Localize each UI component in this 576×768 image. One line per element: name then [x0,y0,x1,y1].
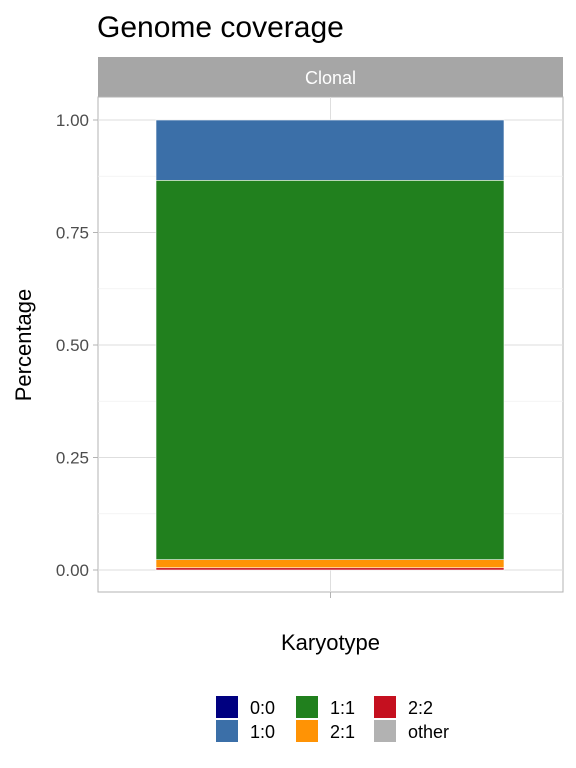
legend-label: 2:1 [330,722,355,742]
bar-segment-2-1 [155,559,505,569]
legend-key-other [374,720,396,742]
x-axis-title: Karyotype [281,630,380,655]
plot-panel [97,96,564,593]
legend-key-0-0 [216,696,238,718]
y-tick-label: 0.75 [56,224,89,243]
facet-strip [98,57,563,97]
legend-label: 1:1 [330,698,355,718]
facet-label: Clonal [305,68,356,88]
y-axis-title: Percentage [11,289,36,402]
legend-label: 1:0 [250,722,275,742]
legend-key-1-1 [296,696,318,718]
y-axis: 0.00 0.25 0.50 0.75 1.00 [56,111,331,598]
legend-key-2-1 [296,720,318,742]
legend-label: 2:2 [408,698,433,718]
legend-label: 0:0 [250,698,275,718]
legend-key-2-2 [374,696,396,718]
y-tick-label: 0.50 [56,336,89,355]
legend-label: other [408,722,449,742]
y-tick-label: 1.00 [56,111,89,130]
chart-title: Genome coverage [97,11,344,44]
legend: 0:0 1:0 1:1 2:1 2:2 other [216,696,449,742]
y-tick-label: 0.25 [56,449,89,468]
legend-key-1-0 [216,720,238,742]
bar-segment-1-0 [155,119,505,181]
bar-segment-1-1 [155,180,505,560]
bar-segment-2-2 [155,567,505,571]
y-tick-label: 0.00 [56,561,89,580]
